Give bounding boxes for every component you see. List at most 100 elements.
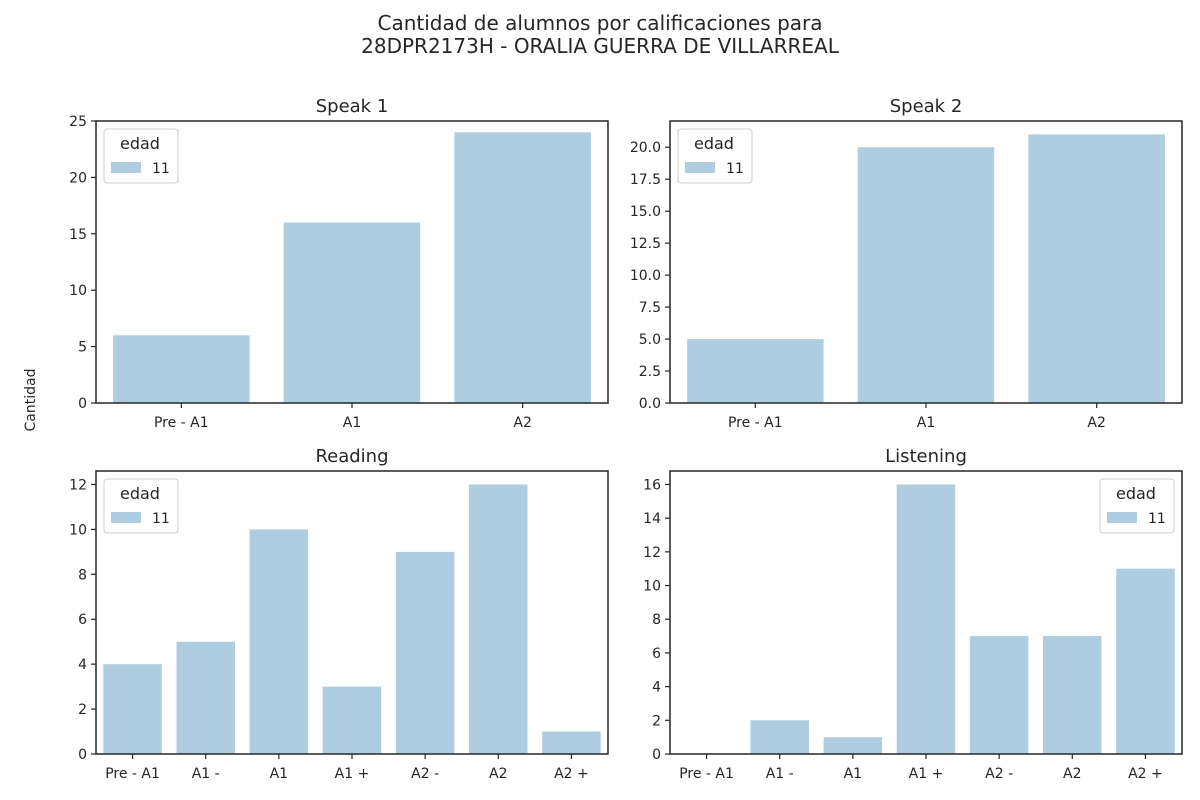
y-tick-label: 8 — [78, 567, 87, 583]
y-tick-label: 6 — [652, 646, 661, 662]
legend-swatch — [111, 162, 141, 173]
bar — [969, 636, 1029, 754]
x-tick-label: A1 - — [192, 766, 220, 782]
axes-frame — [95, 470, 609, 755]
y-tick-label: 10 — [69, 283, 87, 299]
subplot-title: Speak 2 — [890, 96, 963, 117]
x-tick-label: A1 + — [335, 766, 370, 782]
legend-entry-label: 11 — [726, 161, 744, 177]
y-tick-label: 2 — [78, 702, 87, 718]
x-tick-label: A1 — [343, 415, 361, 431]
legend-swatch — [1107, 512, 1137, 523]
bar — [113, 335, 250, 403]
y-tick-label: 25 — [69, 114, 87, 130]
subplot-speak-2: Speak 2 0.0 2.5 5.0 7.5 10.0 12.5 15.0 17.5 20.0 P… — [630, 96, 1183, 431]
bar — [469, 484, 528, 754]
y-tick-label: 20.0 — [630, 140, 661, 156]
x-tick-label: Pre - A1 — [105, 766, 160, 782]
bar — [176, 641, 235, 754]
y-tick-label: 5.0 — [639, 332, 661, 348]
y-tick-label: 12 — [69, 477, 87, 493]
y-tick-label: 14 — [643, 511, 661, 527]
legend-title: edad — [1116, 484, 1156, 503]
axes-frame — [95, 120, 609, 404]
bar — [395, 551, 455, 754]
figure-title-line-1: Cantidad de alumnos por calificaciones p… — [377, 11, 823, 35]
legend: edad 11 — [103, 478, 179, 534]
legend-title: edad — [120, 484, 160, 503]
subplot-title: Speak 1 — [316, 96, 389, 117]
subplot-listening: Listening 0 2 4 6 8 10 12 14 16 Pre - A1 A1 - A1 A1 +… — [643, 446, 1183, 782]
y-tick-label: 6 — [78, 612, 87, 628]
x-tick-label: A2 — [1087, 415, 1105, 431]
x-tick-label: A2 — [1063, 766, 1081, 782]
y-tick-label: 10 — [643, 579, 661, 595]
bar — [283, 222, 421, 403]
bar — [1116, 568, 1175, 754]
y-tick-label: 4 — [652, 680, 661, 696]
y-tick-label: 5 — [78, 340, 87, 356]
bar — [454, 132, 591, 404]
bar — [249, 529, 309, 754]
x-tick-label: A1 — [844, 766, 862, 782]
axes-frame — [669, 120, 1183, 404]
legend-swatch — [685, 162, 715, 173]
x-tick-label: A2 - — [985, 766, 1013, 782]
figure-title: Cantidad de alumnos por calificaciones p… — [0, 12, 1200, 58]
y-tick-label: 0 — [652, 747, 661, 763]
y-tick-label: 17.5 — [630, 172, 661, 188]
x-tick-label: A2 — [513, 415, 531, 431]
y-tick-label: 8 — [652, 612, 661, 628]
y-tick-label: 15 — [69, 227, 87, 243]
legend: edad 11 — [103, 128, 179, 184]
axes-frame — [669, 470, 1183, 755]
x-tick-label: A2 — [489, 766, 507, 782]
y-tick-label: 10 — [69, 522, 87, 538]
bar — [857, 147, 995, 403]
y-tick-label: 0 — [78, 747, 87, 763]
y-tick-label: 12 — [643, 545, 661, 561]
x-tick-label: A2 - — [411, 766, 439, 782]
subplot-reading: Reading 0 2 4 6 8 10 12 Pre - A1 A1 - A1 A1 + A2 - A2… — [69, 446, 609, 782]
y-tick-label: 15.0 — [630, 204, 661, 220]
bar — [750, 720, 809, 754]
x-tick-label: A1 — [917, 415, 935, 431]
x-tick-label: Pre - A1 — [679, 766, 734, 782]
bar — [687, 339, 824, 403]
x-tick-label: A1 - — [766, 766, 794, 782]
legend-title: edad — [694, 134, 734, 153]
bar — [322, 686, 382, 754]
y-tick-label: 12.5 — [630, 236, 661, 252]
figure-title-line-2: 28DPR2173H - ORALIA GUERRA DE VILLARREAL — [361, 34, 839, 58]
legend-entry-label: 11 — [1148, 511, 1166, 527]
x-tick-label: Pre - A1 — [728, 415, 783, 431]
x-tick-label: A1 + — [909, 766, 944, 782]
y-tick-label: 2 — [652, 713, 661, 729]
legend: edad 11 — [1099, 478, 1175, 534]
subplot-title: Listening — [885, 446, 967, 467]
bar — [542, 731, 601, 754]
x-tick-label: A2 + — [1128, 766, 1163, 782]
x-tick-label: A1 — [270, 766, 288, 782]
y-tick-label: 4 — [78, 657, 87, 673]
subplot-title: Reading — [315, 446, 388, 467]
legend-entry-label: 11 — [152, 511, 170, 527]
legend-swatch — [111, 512, 141, 523]
x-tick-label: A2 + — [554, 766, 589, 782]
bar — [896, 484, 956, 754]
y-tick-label: 16 — [643, 477, 661, 493]
legend: edad 11 — [677, 128, 753, 184]
x-tick-label: Pre - A1 — [154, 415, 209, 431]
bar — [1028, 134, 1165, 403]
y-tick-label: 0.0 — [639, 396, 661, 412]
y-tick-label: 7.5 — [639, 300, 661, 316]
subplot-speak-1: Speak 1 0 5 10 15 20 25 Pre - A1 A1 A2 edad 11 — [69, 96, 609, 431]
legend-title: edad — [120, 134, 160, 153]
bar — [823, 737, 883, 754]
y-tick-label: 0 — [78, 396, 87, 412]
y-tick-label: 10.0 — [630, 268, 661, 284]
bar — [103, 664, 162, 754]
y-tick-label: 20 — [69, 170, 87, 186]
y-tick-label: 2.5 — [639, 364, 661, 380]
